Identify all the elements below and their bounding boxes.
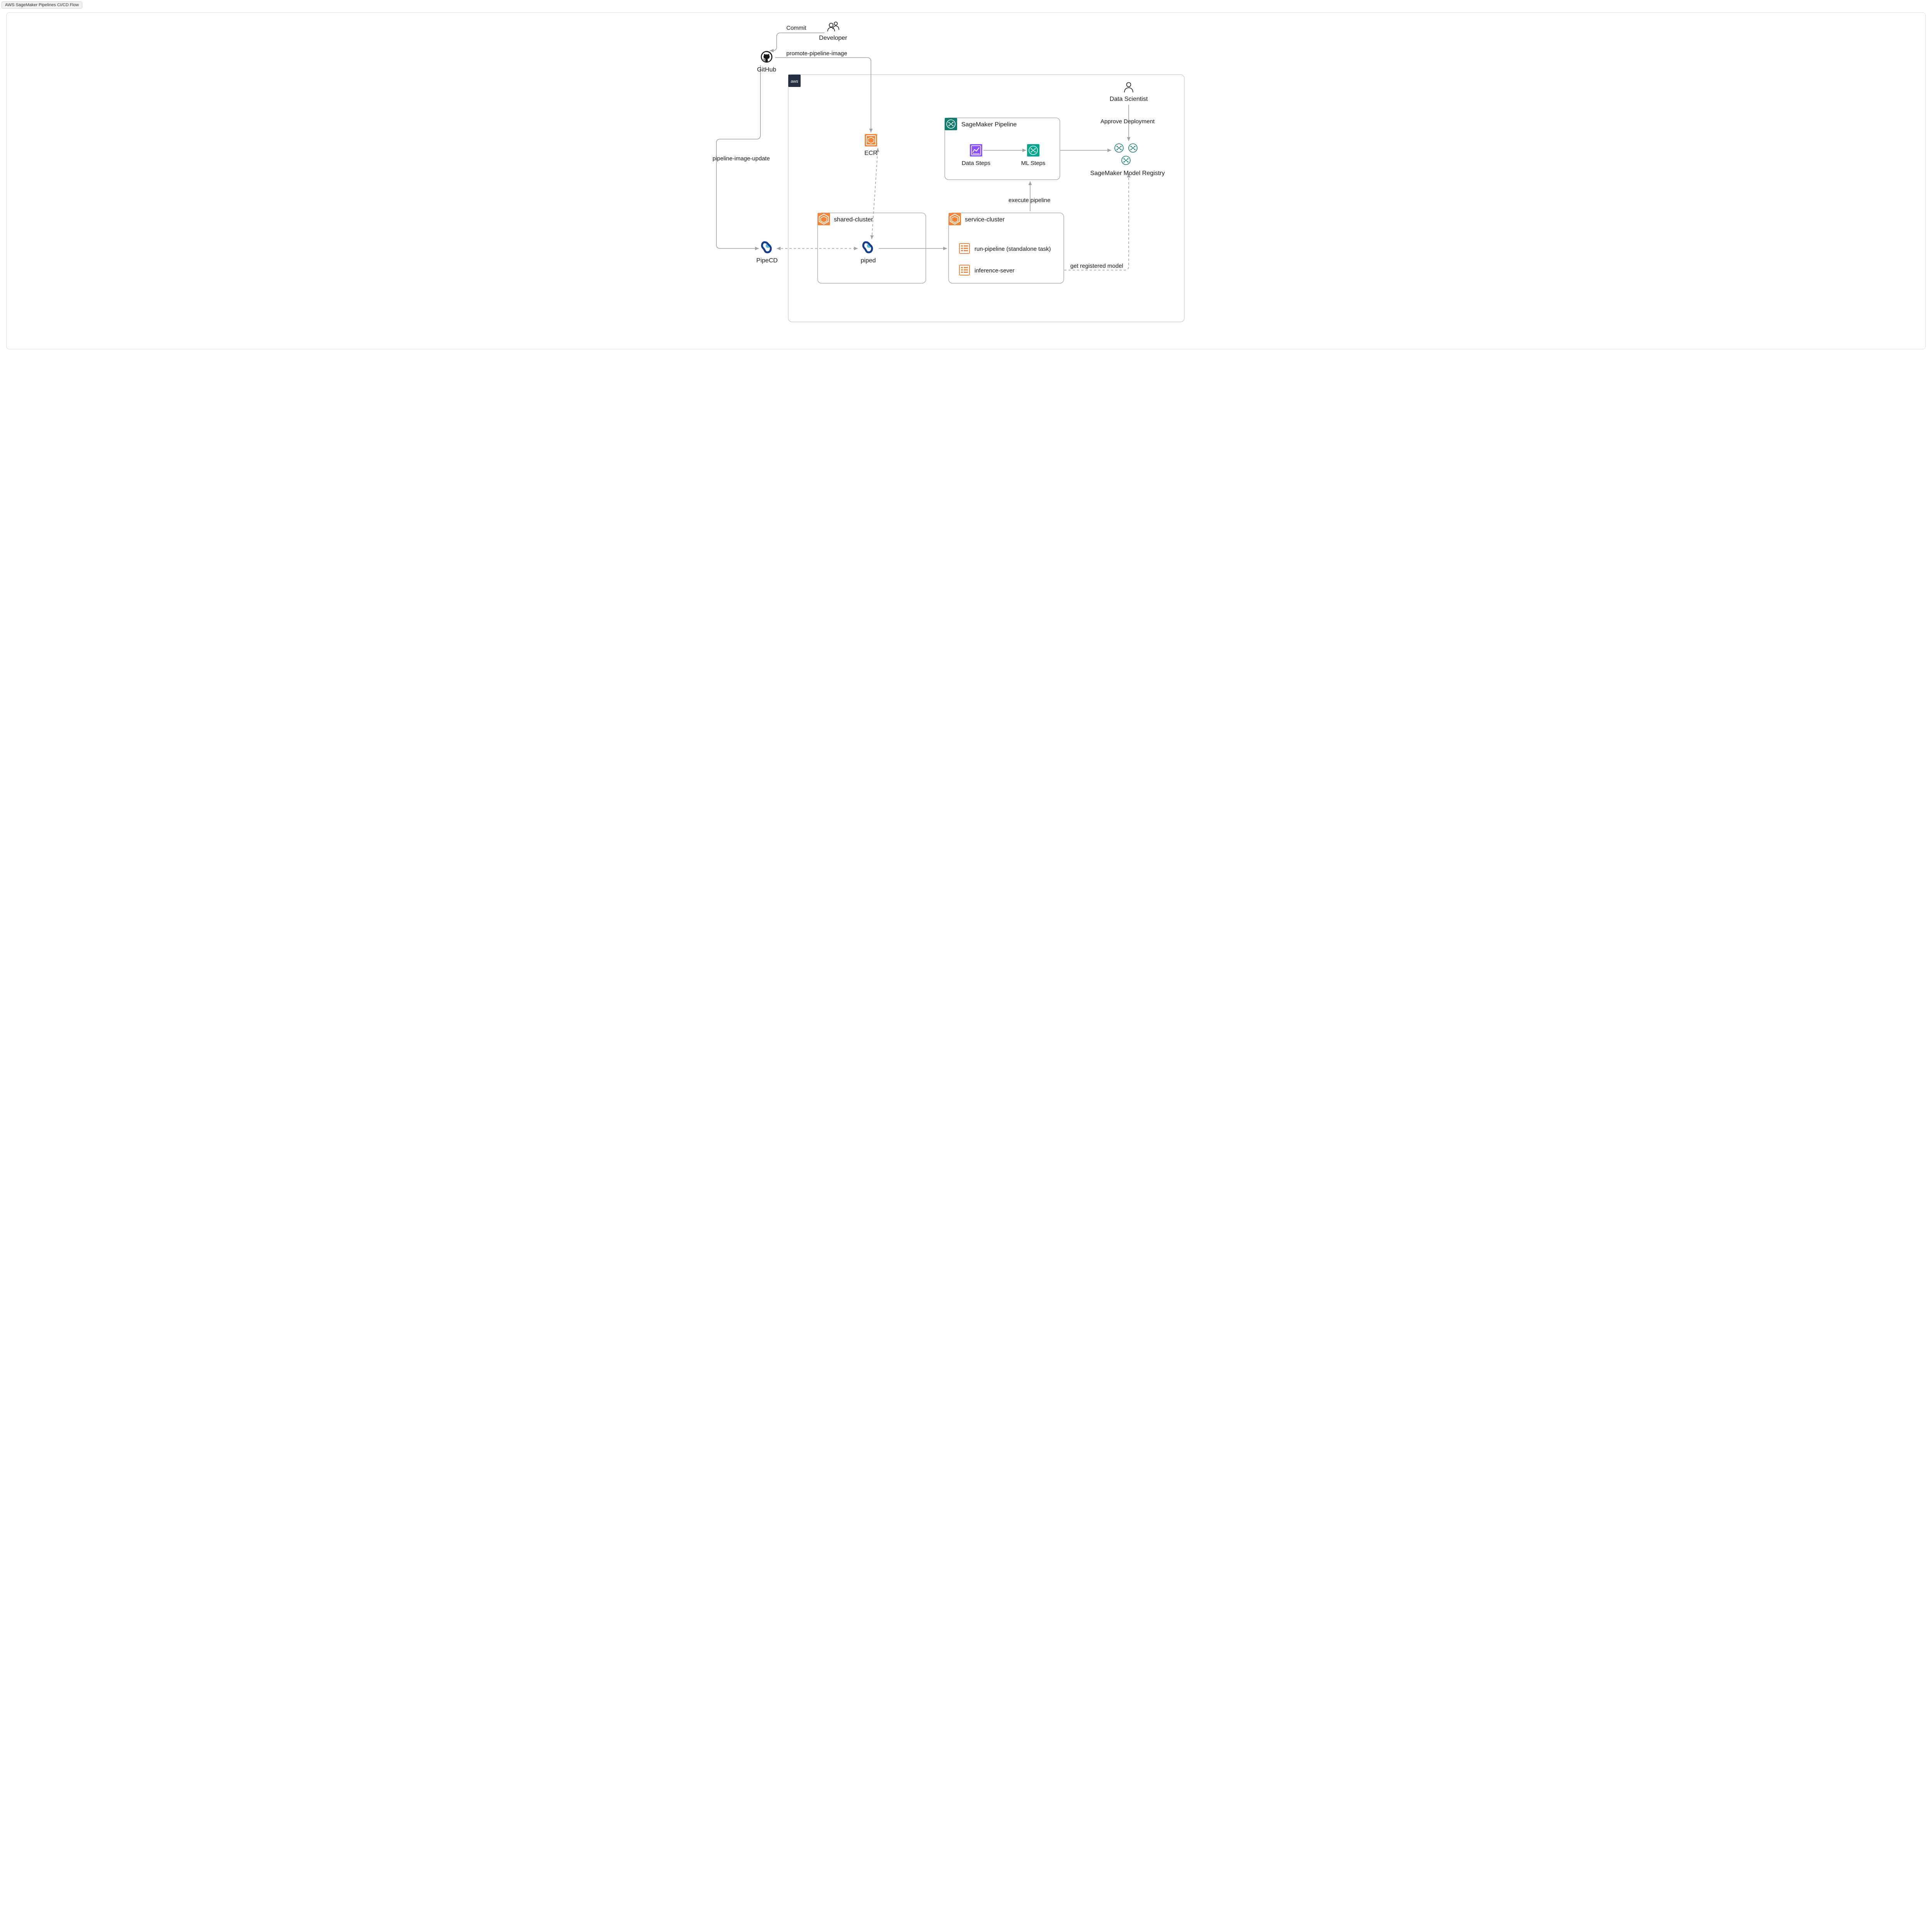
node-data-scientist: Data Scientist: [1110, 83, 1148, 103]
edge-getreg: [1064, 174, 1129, 270]
node-run-pipeline-task: run-pipeline (standalone task): [959, 243, 1051, 253]
task-icon: [959, 265, 969, 275]
node-data-steps: Data Steps: [962, 144, 990, 167]
github-icon: [761, 51, 772, 63]
people-icon: [828, 22, 839, 31]
group-sagemaker-pipeline: SageMaker Pipeline: [945, 118, 1060, 180]
node-inference-server-task: inference-sever: [959, 265, 1014, 275]
pipecd-icon: [762, 242, 771, 252]
edge-approve-label: Approve Deployment: [1100, 118, 1155, 125]
node-run-pipeline-label: run-pipeline (standalone task): [975, 246, 1051, 252]
node-ml-steps: ML Steps: [1021, 144, 1046, 167]
edge-commit: [770, 33, 825, 51]
node-pipecd-label: PipeCD: [756, 257, 777, 264]
edge-update-label: pipeline-image-update: [713, 155, 770, 162]
node-piped: piped: [861, 242, 876, 264]
node-ecr-label: ECR: [864, 150, 878, 156]
person-icon: [1124, 83, 1133, 93]
sagemaker-icon: [1115, 144, 1123, 152]
diagram-canvas: aws SageMaker Pipeline shared-cluster se…: [6, 12, 1926, 349]
group-aws: aws: [788, 75, 1184, 322]
group-sagemaker-pipeline-label: SageMaker Pipeline: [961, 121, 1017, 128]
group-service-cluster-label: service-cluster: [965, 216, 1005, 223]
node-ecr: ECR: [864, 134, 878, 156]
edge-getreg-label: get registered model: [1070, 263, 1123, 269]
aws-badge-label: aws: [791, 79, 798, 84]
sagemaker-icon: [1129, 144, 1137, 152]
node-data-steps-label: Data Steps: [962, 160, 990, 167]
edge-promote: [775, 58, 871, 133]
task-icon: [959, 243, 969, 253]
node-github-label: GitHub: [757, 66, 776, 73]
document-tab[interactable]: AWS SageMaker Pipelines CI/CD Flow: [2, 2, 82, 9]
node-github: GitHub: [757, 51, 776, 73]
edge-execute-label: execute pipeline: [1009, 197, 1050, 204]
node-developer-label: Developer: [819, 35, 848, 41]
node-ml-steps-label: ML Steps: [1021, 160, 1046, 167]
node-pipecd: PipeCD: [756, 242, 777, 264]
node-model-registry-label: SageMaker Model Registry: [1090, 170, 1165, 177]
pipecd-icon: [863, 242, 872, 252]
tab-title: AWS SageMaker Pipelines CI/CD Flow: [5, 3, 79, 7]
sagemaker-icon: [1122, 156, 1130, 165]
node-piped-label: piped: [861, 257, 876, 264]
node-model-registry: SageMaker Model Registry: [1090, 144, 1165, 177]
edge-commit-label: Commit: [786, 25, 806, 31]
node-data-scientist-label: Data Scientist: [1110, 96, 1148, 102]
group-shared-cluster-label: shared-cluster: [834, 216, 873, 223]
edge-piped-ecr: [872, 148, 878, 239]
node-developer: Developer: [819, 22, 848, 41]
edge-promote-label: promote-pipeline-image: [786, 50, 847, 57]
node-inference-server-label: inference-sever: [975, 267, 1014, 274]
